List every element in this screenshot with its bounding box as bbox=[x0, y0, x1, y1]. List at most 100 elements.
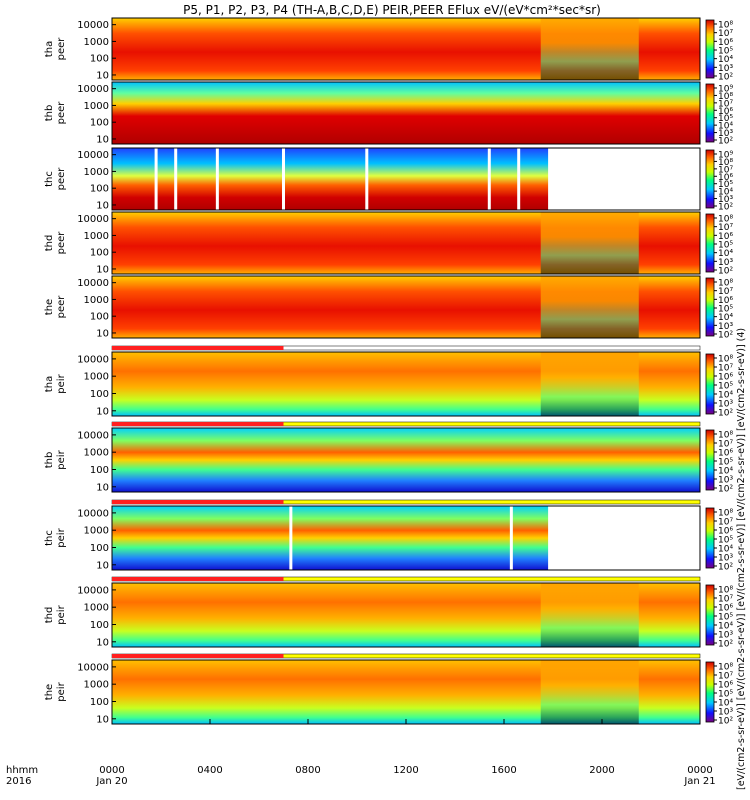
colorbar-tick-label: 10³ bbox=[718, 129, 733, 139]
panel-thd-peir: 10 100 1000 10000 thd peir 10⁸10⁷10⁶10⁵10⁴10³1… bbox=[44, 576, 733, 650]
colorbar-tick-label: 10² bbox=[718, 137, 733, 147]
y-tick-label: 10 bbox=[96, 328, 109, 339]
colorbar-tick-label: 10⁸ bbox=[718, 509, 733, 519]
spectrogram-activity-band bbox=[540, 276, 639, 338]
panel-tha-peir: 10 100 1000 10000 tha peir 10⁸10⁷10⁶10⁵10⁴10³1… bbox=[44, 345, 733, 419]
panel-the-peir: 10 100 1000 10000 the peir 10⁸10⁷10⁶10⁵10⁴10³1… bbox=[44, 653, 733, 727]
y-tick-label: 1000 bbox=[84, 372, 109, 383]
data-gap bbox=[365, 148, 369, 210]
colorbar-tick-label: 10⁹ bbox=[718, 85, 733, 95]
colorbar-tick-label: 10⁶ bbox=[718, 527, 733, 537]
panel-frame bbox=[111, 17, 701, 81]
panel-probe-label: thd bbox=[44, 607, 55, 624]
colorbar-tick-label: 10⁷ bbox=[718, 595, 733, 605]
y-tick-label: 100 bbox=[90, 543, 109, 554]
panel-species-label: peer bbox=[56, 101, 67, 125]
colorbar-tick-label: 10⁷ bbox=[718, 29, 733, 39]
data-gap bbox=[487, 148, 491, 210]
colorbar-tick-label: 10⁷ bbox=[718, 440, 733, 450]
panel-tha-peer: 10 100 1000 10000 tha peer 10⁸10⁷10⁶10⁵10⁴10³1… bbox=[44, 17, 733, 83]
colorbar-tick-label: 10³ bbox=[718, 64, 733, 74]
colorbar-tick-label: 10³ bbox=[718, 322, 733, 332]
colorbar-tick-label: 10⁸ bbox=[718, 431, 733, 441]
y-tick-label: 10 bbox=[96, 406, 109, 417]
colorbar-tick-label: 10⁵ bbox=[718, 241, 733, 251]
x-tick-label: 1600 bbox=[491, 765, 516, 776]
spectrogram-fill bbox=[112, 82, 700, 144]
colorbar-tick-label: 10³ bbox=[718, 708, 733, 718]
colorbar-tick-label: 10⁷ bbox=[718, 672, 733, 682]
y-tick-label: 100 bbox=[90, 248, 109, 259]
panel-frame bbox=[111, 211, 701, 275]
panel-species-label: peir bbox=[56, 449, 67, 469]
colorbar-tick-label: 10⁸ bbox=[718, 586, 733, 596]
y-tick-label: 10000 bbox=[77, 508, 109, 519]
colorbar-tick-label: 10³ bbox=[718, 631, 733, 641]
colorbar-tick-label: 10⁶ bbox=[718, 38, 733, 48]
y-tick-label: 10 bbox=[96, 264, 109, 275]
time-header-year: 2016 bbox=[6, 776, 31, 787]
y-tick-label: 1000 bbox=[84, 680, 109, 691]
spectrogram-activity-band bbox=[540, 660, 639, 724]
colorbar bbox=[705, 83, 715, 143]
colorbar bbox=[705, 149, 715, 209]
y-tick-label: 10000 bbox=[77, 662, 109, 673]
y-tick-label: 1000 bbox=[84, 448, 109, 459]
time-header-hhmm: hhmm bbox=[6, 765, 38, 776]
data-gap bbox=[289, 506, 293, 570]
colorbar-tick-label: 10³ bbox=[718, 258, 733, 268]
y-tick-label: 100 bbox=[90, 697, 109, 708]
panel-species-label: peer bbox=[56, 167, 67, 191]
x-date-label: Jan 21 bbox=[683, 776, 715, 787]
x-tick-label: 0000 bbox=[687, 765, 712, 776]
y-tick-label: 10000 bbox=[77, 278, 109, 289]
colorbar-tick-label: 10⁹ bbox=[718, 151, 733, 161]
colorbar-tick-label: 10⁴ bbox=[718, 545, 733, 555]
spectrogram-fill bbox=[112, 428, 700, 492]
data-gap bbox=[509, 506, 513, 570]
colorbar-tick-label: 10⁴ bbox=[718, 622, 733, 632]
y-tick-label: 10 bbox=[96, 482, 109, 493]
panel-probe-label: thb bbox=[44, 105, 55, 122]
y-tick-label: 10000 bbox=[77, 585, 109, 596]
colorbar-tick-label: 10⁴ bbox=[718, 467, 733, 477]
colorbar bbox=[705, 507, 715, 569]
colorbar bbox=[705, 661, 715, 723]
x-date-label: Jan 20 bbox=[95, 776, 127, 787]
colorbar-tick-label: 10⁸ bbox=[718, 663, 733, 673]
colorbar-tick-label: 10⁶ bbox=[718, 173, 733, 183]
panel-species-label: peir bbox=[56, 373, 67, 393]
panel-probe-label: tha bbox=[44, 376, 55, 392]
colorbar-tick-label: 10² bbox=[718, 203, 733, 213]
colorbar-tick-label: 10⁸ bbox=[718, 355, 733, 365]
y-tick-label: 10 bbox=[96, 560, 109, 571]
colorbar-tick-label: 10⁴ bbox=[718, 55, 733, 65]
colorbar bbox=[705, 213, 715, 273]
colorbar-tick-label: 10⁷ bbox=[718, 364, 733, 374]
y-tick-label: 10000 bbox=[77, 430, 109, 441]
spectrogram-activity-band bbox=[540, 212, 639, 274]
spectrogram-fill bbox=[112, 506, 549, 570]
x-tick-label: 1200 bbox=[393, 765, 418, 776]
y-tick-label: 1000 bbox=[84, 526, 109, 537]
mode-bar-segment bbox=[112, 422, 284, 426]
colorbar-tick-label: 10⁴ bbox=[718, 188, 733, 198]
y-tick-label: 1000 bbox=[84, 295, 109, 306]
colorbar-tick-label: 10² bbox=[718, 409, 733, 419]
y-tick-label: 1000 bbox=[84, 167, 109, 178]
y-tick-label: 10 bbox=[96, 637, 109, 648]
data-gap bbox=[282, 148, 285, 210]
colorbar-tick-label: 10⁵ bbox=[718, 458, 733, 468]
colorbar-units-label: [eV/(cm2-s-sr-eV)] [eV/(cm2-s-sr-eV)] [e… bbox=[736, 328, 747, 790]
x-tick-label: 0400 bbox=[197, 765, 222, 776]
colorbar-tick-label: 10⁵ bbox=[718, 690, 733, 700]
panel-thc-peir: 10 100 1000 10000 thc peir 10⁸10⁷10⁶10⁵10⁴10³1… bbox=[44, 499, 733, 573]
colorbar-tick-label: 10³ bbox=[718, 400, 733, 410]
colorbar-tick-label: 10² bbox=[718, 331, 733, 341]
colorbar-tick-label: 10⁶ bbox=[718, 604, 733, 614]
y-tick-label: 10000 bbox=[77, 84, 109, 95]
